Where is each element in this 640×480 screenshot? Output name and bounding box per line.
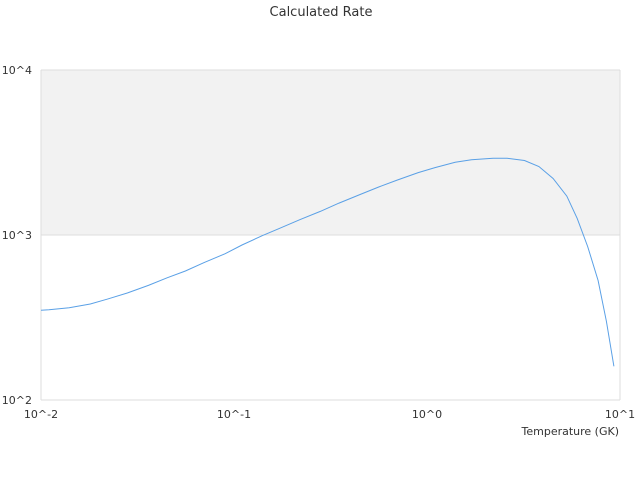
series-layer bbox=[40, 157, 615, 367]
y-tick-label: 10^3 bbox=[2, 229, 32, 242]
plot-area bbox=[41, 70, 620, 235]
x-tick-labels: 10^-2 10^-1 10^0 10^1 bbox=[24, 408, 635, 421]
chart-title: Calculated Rate bbox=[270, 5, 373, 20]
y-tick-label: 10^2 bbox=[2, 394, 32, 407]
x-tick-label: 10^-1 bbox=[217, 408, 251, 421]
x-tick-label: 10^1 bbox=[605, 408, 635, 421]
axes bbox=[40, 69, 621, 401]
series-line-0 bbox=[40, 157, 615, 367]
plot-band-upper bbox=[41, 70, 620, 235]
x-tick-label: 10^0 bbox=[412, 408, 442, 421]
x-axis-title: Temperature (GK) bbox=[521, 425, 620, 438]
x-tick-label: 10^-2 bbox=[24, 408, 58, 421]
y-tick-label: 10^4 bbox=[2, 64, 32, 77]
y-tick-labels: 10^2 10^3 10^4 bbox=[2, 64, 32, 407]
